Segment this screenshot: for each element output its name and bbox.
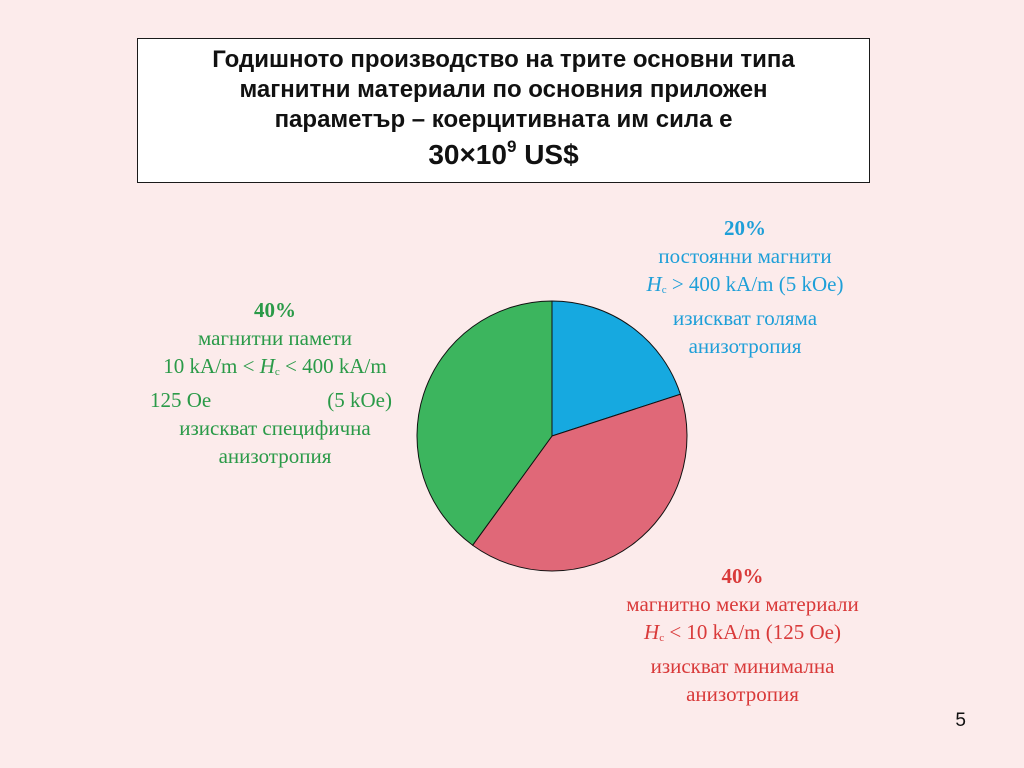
slice-label-permanent-magnets: 20% постоянни магнити Hc > 400 kA/m (5 k… [600, 214, 890, 360]
hc-value: < 10 kA/m (125 Oe) [664, 620, 841, 644]
pie-slice-permanent-magnets [551, 300, 682, 437]
hc-pre: 10 kA/m < [163, 354, 260, 378]
slice-anisotropy: анизотропия [688, 334, 802, 358]
hc-value: > 400 kA/m (5 kOe) [666, 272, 844, 296]
hc-subscript: c [661, 284, 667, 296]
slice-pct: 40% [254, 298, 296, 322]
slice-anisotropy: анизотропия [686, 682, 799, 706]
hc-subscript: c [274, 366, 280, 378]
title-line-1: Годишното производство на трите основни … [212, 46, 795, 73]
amount-unit: US$ [516, 139, 579, 170]
title-line-2: магнитни материали по основния приложен [239, 76, 768, 103]
oe-left: 125 Oe [150, 388, 212, 412]
slice-desc: постоянни магнити [658, 244, 832, 268]
slice-desc: магнитни памети [197, 326, 353, 350]
pie-slice-soft-magnetic [471, 393, 688, 572]
hc-subscript: c [659, 632, 665, 644]
slice-anisotropy: анизотропия [218, 444, 332, 468]
title-box: Годишното производство на трите основни … [137, 38, 870, 183]
hc-symbol: H [646, 272, 662, 296]
slice-hc: Hc < 10 kA/m (125 Oe) [595, 618, 890, 652]
title-line-3: параметър – коерцитивната им сила е [274, 106, 733, 133]
hc-symbol: H [259, 354, 275, 378]
amount-base: 30×10 [428, 139, 507, 170]
hc-symbol: H [644, 620, 660, 644]
title-amount: 30×109 US$ [138, 135, 869, 175]
slice-pct: 40% [721, 564, 764, 588]
slice-desc: магнитно меки материали [626, 592, 859, 616]
slice-requirement: изискват голяма [672, 306, 818, 330]
slice-hc: 10 kA/m < Hc < 400 kA/m [110, 352, 440, 386]
pie-slice-magnetic-memory [416, 300, 553, 546]
slice-label-magnetic-memory: 40% магнитни памети 10 kA/m < Hc < 400 k… [110, 296, 440, 470]
slice-oe-row: 125 Oe (5 kOe) [110, 386, 440, 414]
slice-requirement: изискват специфична [179, 416, 371, 440]
slice-label-soft-magnetic: 40% магнитно меки материали Hc < 10 kA/m… [595, 562, 890, 708]
page-number: 5 [955, 710, 966, 731]
slice-hc: Hc > 400 kA/m (5 kOe) [600, 270, 890, 304]
slice-requirement: изискват минимална [650, 654, 835, 678]
hc-value: < 400 kA/m [279, 354, 387, 378]
oe-right: (5 kOe) [327, 388, 392, 412]
amount-exponent: 9 [506, 137, 517, 156]
slice-pct: 20% [724, 216, 766, 240]
